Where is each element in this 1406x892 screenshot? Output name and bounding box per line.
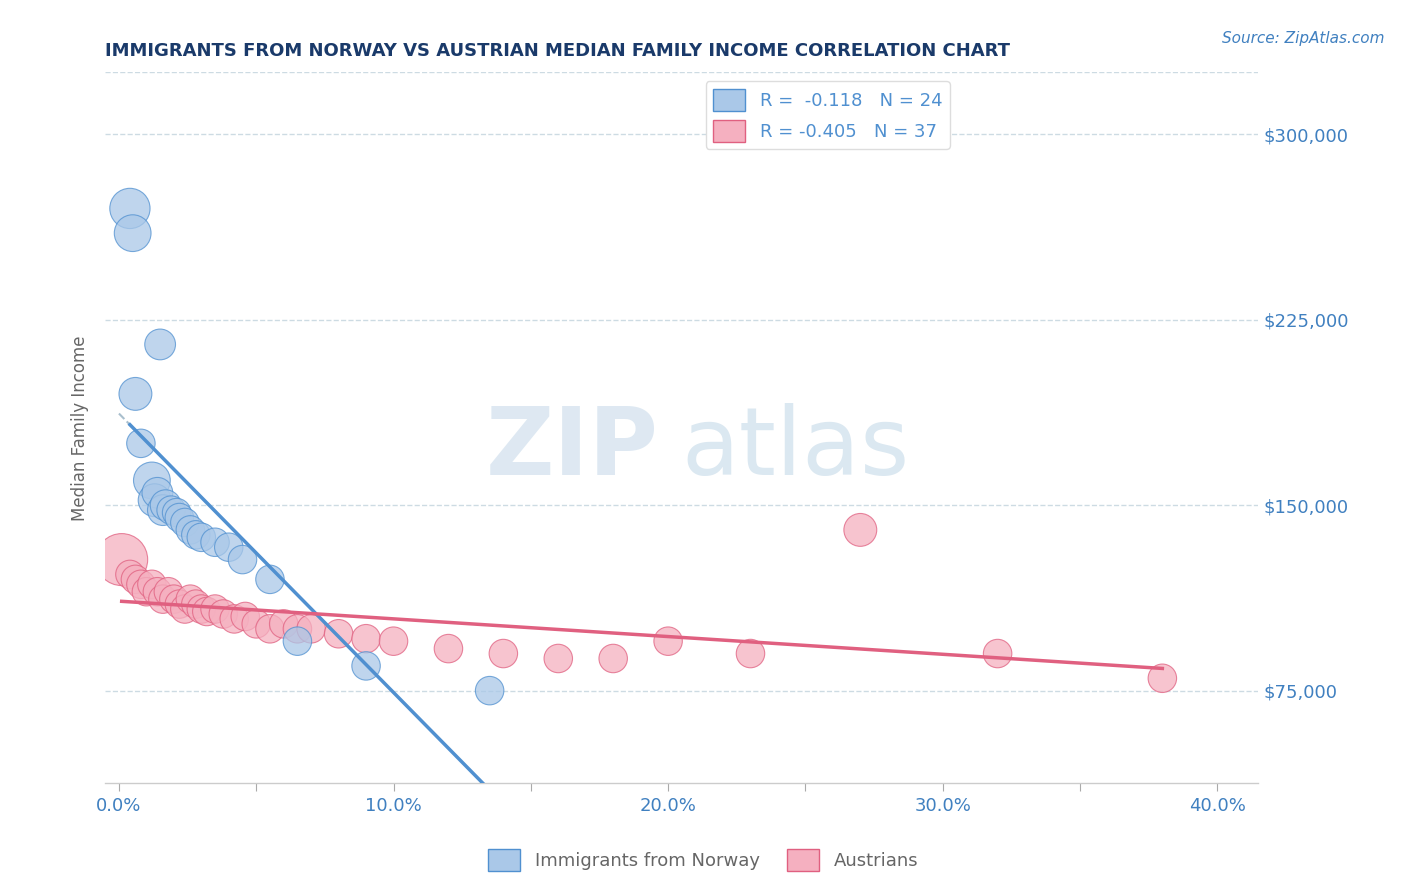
Point [224, 612, 246, 626]
Point [849, 523, 872, 537]
Legend: R =  -0.118   N = 24, R = -0.405   N = 37: R = -0.118 N = 24, R = -0.405 N = 37 [706, 81, 949, 149]
Point [328, 626, 350, 640]
Point [118, 567, 141, 582]
Point [382, 634, 405, 648]
Point [190, 530, 212, 544]
Text: IMMIGRANTS FROM NORWAY VS AUSTRIAN MEDIAN FAMILY INCOME CORRELATION CHART: IMMIGRANTS FROM NORWAY VS AUSTRIAN MEDIA… [105, 42, 1011, 60]
Point [179, 592, 201, 607]
Point [152, 592, 174, 607]
Point [354, 632, 377, 646]
Point [163, 592, 186, 607]
Point [184, 528, 207, 542]
Point [259, 573, 281, 587]
Point [129, 577, 152, 591]
Point [354, 659, 377, 673]
Point [135, 584, 157, 599]
Point [740, 647, 762, 661]
Point [547, 651, 569, 665]
Point [157, 584, 180, 599]
Point [204, 535, 226, 549]
Point [212, 607, 235, 621]
Point [190, 602, 212, 616]
Point [287, 622, 309, 636]
Point [273, 616, 295, 631]
Y-axis label: Median Family Income: Median Family Income [72, 335, 89, 521]
Point [124, 573, 146, 587]
Point [184, 597, 207, 611]
Point [478, 683, 501, 698]
Point [146, 485, 169, 500]
Point [233, 609, 256, 624]
Point [155, 498, 177, 512]
Point [124, 387, 146, 401]
Point [195, 605, 218, 619]
Point [173, 516, 195, 530]
Point [111, 552, 134, 566]
Text: atlas: atlas [682, 403, 910, 495]
Point [657, 634, 679, 648]
Point [437, 641, 460, 656]
Point [121, 226, 143, 240]
Point [1152, 671, 1174, 685]
Point [204, 602, 226, 616]
Legend: Immigrants from Norway, Austrians: Immigrants from Norway, Austrians [481, 842, 925, 879]
Point [143, 493, 166, 508]
Point [492, 647, 515, 661]
Point [166, 506, 188, 520]
Point [141, 577, 163, 591]
Point [602, 651, 624, 665]
Text: ZIP: ZIP [486, 403, 659, 495]
Point [299, 622, 322, 636]
Point [160, 503, 183, 517]
Point [169, 597, 191, 611]
Point [149, 337, 172, 351]
Point [245, 616, 267, 631]
Point [152, 503, 174, 517]
Point [118, 202, 141, 216]
Text: Source: ZipAtlas.com: Source: ZipAtlas.com [1222, 31, 1385, 46]
Point [146, 584, 169, 599]
Point [179, 523, 201, 537]
Point [169, 510, 191, 524]
Point [259, 622, 281, 636]
Point [987, 647, 1010, 661]
Point [287, 634, 309, 648]
Point [141, 474, 163, 488]
Point [218, 540, 240, 554]
Point [129, 436, 152, 450]
Point [231, 552, 253, 566]
Point [173, 602, 195, 616]
